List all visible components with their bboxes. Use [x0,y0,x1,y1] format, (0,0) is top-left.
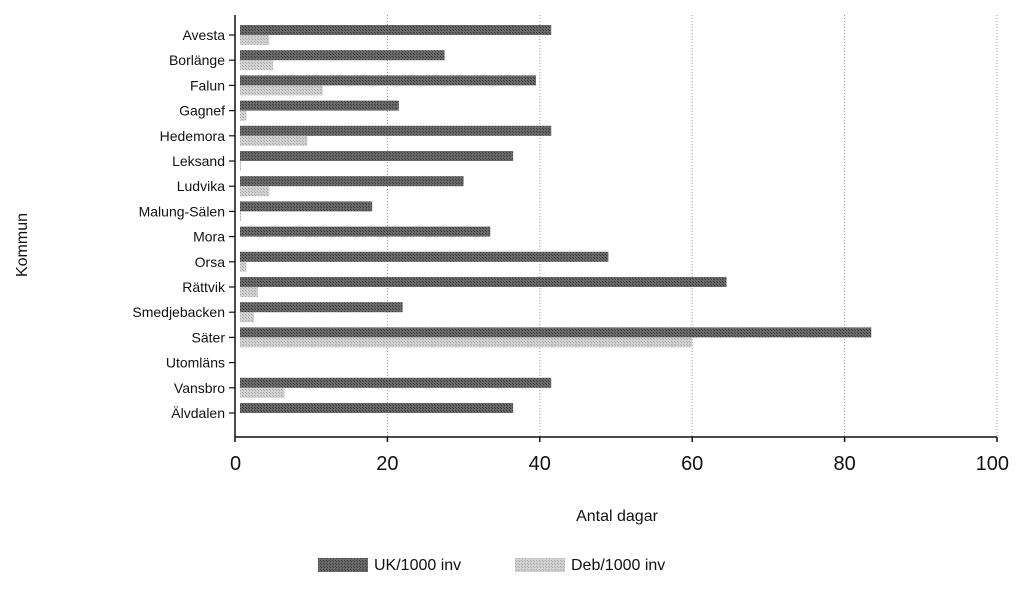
bar-uk-1000-inv-borlange [240,50,445,61]
bar-deb-1000-inv-rattvik [240,287,258,297]
category-label-leksand: Leksand [172,153,225,169]
bar-uk-1000-inv-ludvika [240,176,464,187]
category-labels: Avesta Borlänge Falun Gagnef Hedemora Leksand… [132,27,226,421]
category-label-rattvik: Rättvik [182,279,226,295]
category-label-borlange: Borlänge [169,52,225,68]
bar-deb-1000-inv-sater [240,337,693,348]
bar-uk-1000-inv-malung-salen [240,201,373,212]
bar-uk-1000-inv-vansbro [240,377,552,388]
bar-deb-1000-inv-falun [240,85,323,96]
category-label-gagnef: Gagnef [179,103,225,119]
bar-uk-1000-inv-gagnef [240,100,399,111]
category-label-vansbro: Vansbro [174,380,225,396]
category-label-avesta: Avesta [182,27,225,43]
x-tick-label-100: 100 [976,453,1009,475]
bar-uk-1000-inv-hedemora [240,125,552,136]
bar-deb-1000-inv-avesta [240,35,270,45]
legend-swatch-uk-1000-inv [318,558,368,572]
legend-swatch-deb-1000-inv [515,558,565,572]
bar-deb-1000-inv-malung-salen [240,211,241,222]
gridlines [386,15,998,437]
bar-uk-1000-inv-smedjebacken [240,302,403,313]
bar-deb-1000-inv-vansbro [240,387,285,398]
bar-deb-1000-inv-leksand [240,161,241,171]
legend-label-uk-1000-inv: UK/1000 inv [374,557,461,574]
x-tick-label-80: 80 [833,453,855,475]
x-axis-title: Antal dagar [576,508,659,525]
bar-deb-1000-inv-orsa [240,261,247,272]
category-label-malung-salen: Malung-Sälen [139,203,225,219]
x-tick-label-20: 20 [376,453,398,475]
category-label-orsa: Orsa [195,254,226,270]
category-label-ludvika: Ludvika [177,178,225,194]
bar-uk-1000-inv-falun [240,75,536,86]
bar-deb-1000-inv-borlange [240,60,274,71]
bar-deb-1000-inv-smedjebacken [240,312,255,323]
category-label-mora: Mora [193,229,225,245]
category-label-alvdalen: Älvdalen [171,405,225,421]
x-tick-label-40: 40 [529,453,551,475]
axes [229,15,998,442]
bars [240,25,872,413]
category-label-smedjebacken: Smedjebacken [132,304,225,320]
bar-uk-1000-inv-avesta [240,25,552,35]
legend: UK/1000 inv Deb/1000 inv [318,557,665,574]
bar-uk-1000-inv-rattvik [240,277,727,287]
bar-uk-1000-inv-sater [240,327,872,338]
bar-deb-1000-inv-hedemora [240,135,308,146]
bar-uk-1000-inv-mora [240,226,491,237]
category-label-hedemora: Hedemora [160,128,226,144]
x-tick-label-60: 60 [681,453,703,475]
y-axis-title: Kommun [14,213,31,277]
bar-deb-1000-inv-ludvika [240,186,270,197]
x-tick-labels: 0 20 40 60 80 100 [230,453,1009,475]
x-tick-label-0: 0 [230,453,241,475]
category-label-sater: Säter [192,329,226,345]
legend-label-deb-1000-inv: Deb/1000 inv [571,557,665,574]
bar-uk-1000-inv-orsa [240,251,609,262]
bar-deb-1000-inv-gagnef [240,110,247,121]
bar-uk-1000-inv-leksand [240,151,514,161]
category-label-utomlans: Utomläns [166,355,225,371]
bar-uk-1000-inv-alvdalen [240,403,514,413]
category-label-falun: Falun [190,77,225,93]
